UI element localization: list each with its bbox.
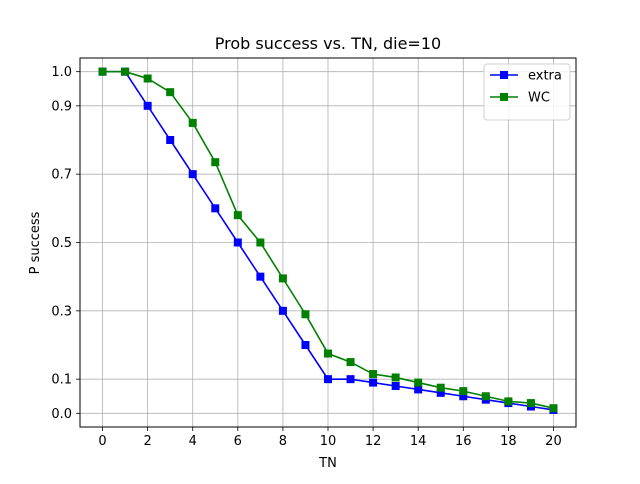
x-tick-label: 18 xyxy=(500,434,517,449)
data-point xyxy=(143,101,152,110)
legend-label: WC xyxy=(528,91,550,106)
data-point xyxy=(459,387,468,396)
y-tick-label: 0.0 xyxy=(51,407,72,422)
y-tick-label: 0.1 xyxy=(51,373,72,388)
legend-label: extra xyxy=(528,69,562,84)
series-wc xyxy=(98,67,558,413)
data-point xyxy=(324,375,332,384)
legend-marker xyxy=(500,93,508,101)
data-point xyxy=(369,370,378,379)
data-point xyxy=(346,375,355,384)
y-tick-label: 0.7 xyxy=(51,168,72,183)
x-tick-label: 16 xyxy=(455,434,472,449)
x-tick-label: 8 xyxy=(279,434,287,449)
data-point xyxy=(121,67,130,76)
x-tick-label: 2 xyxy=(143,434,151,449)
data-point xyxy=(301,341,310,349)
data-point xyxy=(526,399,535,408)
x-tick-label: 4 xyxy=(189,434,197,449)
data-point xyxy=(256,272,265,281)
data-point xyxy=(278,306,287,315)
chart-title: Prob success vs. TN, die=10 xyxy=(215,34,441,53)
data-point xyxy=(256,238,265,247)
data-point xyxy=(436,383,445,392)
data-point xyxy=(211,158,220,167)
data-point xyxy=(459,392,468,401)
data-point xyxy=(233,211,242,220)
y-tick-label: 0.9 xyxy=(51,99,72,114)
legend-entry: WC xyxy=(490,91,550,106)
data-point xyxy=(481,392,490,401)
y-axis-label: P success xyxy=(28,211,43,274)
data-point xyxy=(436,388,445,397)
data-point xyxy=(188,170,197,179)
x-tick-label: 0 xyxy=(98,434,106,449)
legend-entry: extra xyxy=(490,69,562,84)
series-layer xyxy=(98,67,558,414)
y-tick-label: 0.5 xyxy=(51,236,72,251)
y-axis-ticks: 0.0 0.1 0.3 0.5 0.7 0.9 1.0 xyxy=(51,65,80,422)
data-point xyxy=(414,385,423,394)
data-point xyxy=(278,274,287,283)
data-point xyxy=(414,378,423,387)
y-tick-label: 1.0 xyxy=(51,65,72,80)
data-point xyxy=(143,74,152,83)
y-tick-label: 0.3 xyxy=(51,304,72,319)
x-tick-label: 6 xyxy=(234,434,242,449)
data-point xyxy=(301,310,310,319)
data-point xyxy=(98,67,107,76)
data-point xyxy=(166,88,175,97)
x-tick-label: 14 xyxy=(410,434,427,449)
data-point xyxy=(166,136,175,144)
data-point xyxy=(549,404,558,413)
data-point xyxy=(369,378,378,387)
data-point xyxy=(188,118,197,127)
data-point xyxy=(391,373,400,382)
legend: extra WC xyxy=(483,63,571,121)
legend-marker xyxy=(500,71,508,79)
data-point xyxy=(211,204,220,213)
data-point xyxy=(233,238,242,247)
data-point xyxy=(504,397,513,406)
x-tick-label: 10 xyxy=(320,434,337,449)
x-axis-label: TN xyxy=(318,456,337,471)
x-tick-label: 12 xyxy=(365,434,382,449)
data-point xyxy=(391,382,400,390)
x-tick-label: 20 xyxy=(545,434,562,449)
data-point xyxy=(324,349,332,358)
x-axis-ticks: 0 2 4 6 8 10 12 14 16 18 20 xyxy=(98,427,562,449)
data-point xyxy=(346,358,355,367)
